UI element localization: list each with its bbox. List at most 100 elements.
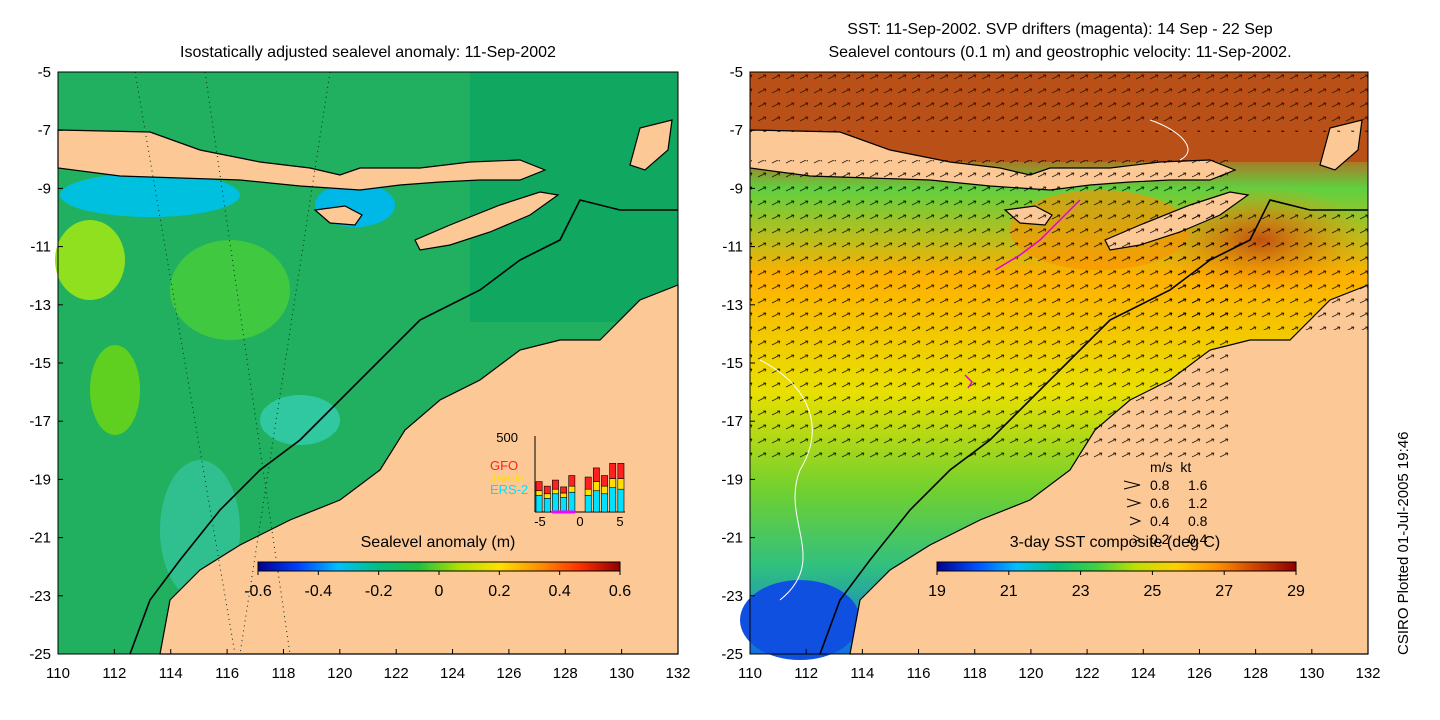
x-tick-label: 128: [1243, 665, 1268, 682]
right-x-tick-labels: 110 112 114 116 118 120 122 124 126 128 130 132: [738, 649, 1381, 682]
left-x-tick-labels: 110 112 114 116 118 120 122 124 126 128 130 132: [46, 649, 691, 682]
x-tick-label: 114: [850, 665, 874, 682]
x-tick-label: 126: [1187, 665, 1212, 682]
y-tick-label: -5: [730, 64, 743, 81]
inset-bar-jason: [592, 481, 600, 492]
inset-bar-gfo: [584, 476, 592, 490]
inset-bar-jason: [568, 485, 576, 493]
x-tick-label: 116: [215, 665, 239, 682]
inset-bar-jason: [560, 492, 568, 498]
x-tick-label: 132: [665, 665, 690, 682]
inset-bar-ers-2: [535, 494, 543, 513]
inset-bar-jason: [617, 478, 625, 490]
x-tick-label: 122: [384, 665, 409, 682]
y-tick-label: -9: [38, 180, 51, 197]
left-land-indonesia: [57, 129, 547, 191]
left-shelf-edge-contour: [129, 199, 678, 655]
inset-bar-ers-2: [568, 491, 576, 513]
right-colorbar: 3-day SST composite (deg C) 19 21 23 25 27 29: [928, 534, 1305, 600]
y-tick-label: -25: [721, 646, 743, 663]
left-high-anomaly-blob: [90, 345, 140, 435]
inset-x-tick-label: 0: [576, 514, 583, 529]
colorbar-tick-label: 23: [1072, 583, 1090, 600]
y-tick-label: -7: [730, 122, 743, 139]
x-tick-label: 110: [46, 665, 70, 682]
inset-bar-jason: [535, 490, 543, 496]
inset-x-tick-label: -5: [534, 514, 546, 529]
inset-bar-gfo: [535, 481, 543, 492]
colorbar-tick-label: 0.2: [488, 583, 510, 600]
velocity-legend-kt: 0.4: [1188, 531, 1208, 547]
inset-bar-gfo: [617, 463, 625, 479]
colorbar-tick-label: -0.6: [244, 583, 272, 600]
inset-bar-gfo: [601, 475, 608, 487]
inset-bar-jason: [601, 485, 608, 495]
velocity-legend: m/s kt 0.8 1.6 0.6 1.2 0.4 0.8 0.2 0.4: [1123, 459, 1208, 547]
inset-bar-jason: [543, 493, 551, 499]
right-colorbar-ticks: 19 21 23 25 27 29: [928, 571, 1305, 600]
inset-bar-ers-2: [552, 493, 559, 513]
y-tick-label: -5: [38, 64, 51, 81]
colorbar-tick-label: 0.6: [609, 583, 631, 600]
svp-drifter-track: [994, 199, 1081, 271]
x-tick-label: 130: [609, 665, 634, 682]
velocity-legend-ms: 0.8: [1150, 477, 1170, 493]
colorbar-tick-label: 27: [1215, 583, 1233, 600]
velocity-legend-kt: 0.8: [1188, 513, 1208, 529]
inset-legend-ers-2: ERS-2: [490, 482, 528, 497]
left-colorbar-label: Sealevel anomaly (m): [361, 534, 516, 551]
x-tick-label: 112: [102, 665, 126, 682]
colorbar-tick-label: 25: [1144, 583, 1162, 600]
y-tick-label: -17: [721, 413, 743, 430]
inset-bar-gfo: [609, 463, 617, 479]
x-tick-label: 112: [794, 665, 818, 682]
left-low-anomaly-blob: [60, 173, 240, 217]
x-tick-label: 110: [738, 665, 762, 682]
left-land-island-ne: [629, 119, 673, 171]
left-panel-title: Isostatically adjusted sealevel anomaly:…: [180, 44, 556, 61]
y-tick-label: -11: [722, 239, 743, 256]
inset-bar-gfo: [592, 467, 600, 482]
left-map: [55, 71, 679, 655]
y-tick-label: -15: [721, 355, 743, 372]
y-tick-label: -17: [29, 413, 51, 430]
left-high-anomaly-blob: [55, 220, 125, 300]
inset-bar-ers-2: [543, 498, 551, 513]
velocity-legend-arrow: [1126, 498, 1142, 508]
velocity-legend-ms: 0.4: [1150, 513, 1170, 529]
x-tick-label: 120: [327, 665, 352, 682]
y-tick-label: -21: [721, 530, 743, 547]
velocity-legend-arrow: [1129, 516, 1142, 526]
inset-bar-gfo: [552, 479, 559, 490]
inset-bar-ers-2: [560, 497, 568, 513]
left-shelf-area: [470, 72, 678, 322]
right-sealevel-contour: [1149, 119, 1189, 161]
right-velocity-vectors-north: [750, 72, 1368, 132]
y-tick-label: -11: [30, 239, 51, 256]
x-tick-label: 128: [553, 665, 578, 682]
y-tick-label: -15: [29, 355, 51, 372]
x-tick-label: 118: [963, 665, 987, 682]
velocity-legend-kt: 1.2: [1188, 495, 1208, 511]
y-tick-label: -13: [721, 297, 743, 314]
y-tick-label: -23: [29, 588, 51, 605]
inset-bar-ers-2: [601, 493, 608, 513]
inset-x-tick-label: 5: [616, 514, 623, 529]
velocity-legend-arrow: [1132, 534, 1142, 544]
inset-bar-ers-2: [617, 488, 625, 513]
left-colorbar-ticks: -0.6 -0.4 -0.2 0 0.2 0.4 0.6: [244, 571, 631, 600]
right-shelf-edge-contour: [819, 199, 1368, 655]
inset-x-ticks: -5 0 5: [534, 514, 623, 529]
colorbar-tick-label: -0.2: [365, 583, 393, 600]
inset-bar-gfo: [560, 486, 568, 494]
right-colorbar-label: 3-day SST composite (deg C): [1010, 534, 1220, 551]
inset-bar-ers-2: [609, 487, 617, 513]
inset-bars: [535, 463, 625, 514]
left-colorbar-bar: [257, 561, 621, 572]
svp-drifter-track: [964, 374, 973, 389]
y-tick-label: -19: [721, 471, 743, 488]
y-tick-label: -23: [721, 588, 743, 605]
